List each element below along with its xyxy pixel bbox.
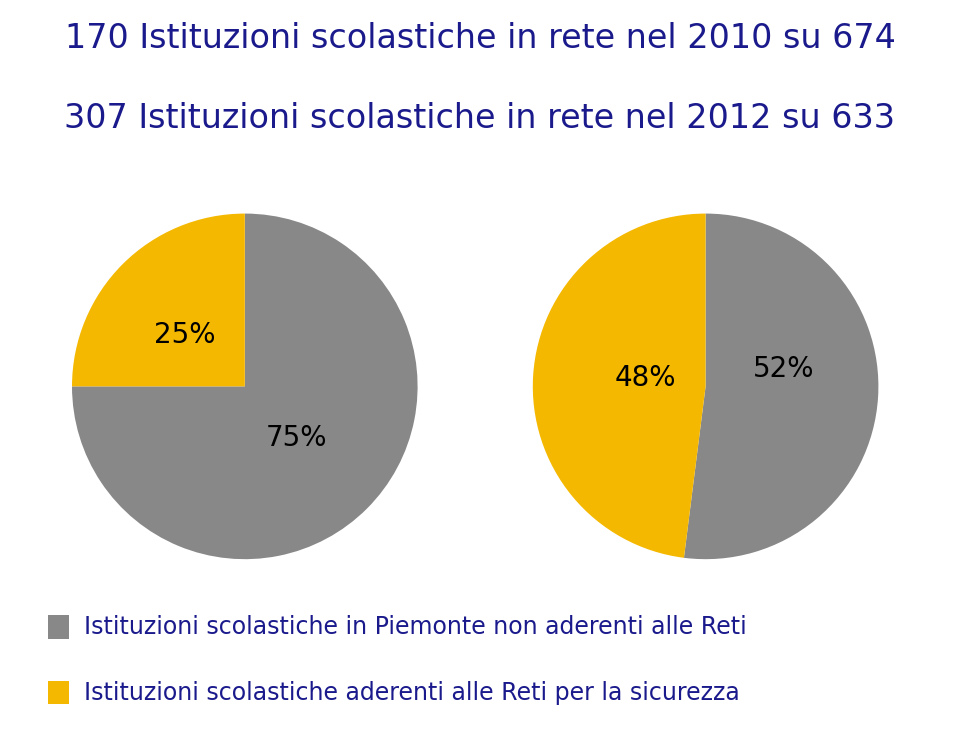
Text: 307 Istituzioni scolastiche in rete nel 2012 su 633: 307 Istituzioni scolastiche in rete nel … — [64, 102, 896, 135]
Text: 52%: 52% — [753, 355, 814, 383]
Text: Istituzioni scolastiche aderenti alle Reti per la sicurezza: Istituzioni scolastiche aderenti alle Re… — [84, 681, 739, 704]
Text: 75%: 75% — [266, 424, 327, 452]
Text: Istituzioni scolastiche in Piemonte non aderenti alle Reti: Istituzioni scolastiche in Piemonte non … — [84, 615, 746, 639]
Text: 25%: 25% — [154, 321, 215, 348]
Text: 48%: 48% — [614, 364, 676, 391]
Wedge shape — [684, 214, 878, 559]
Text: 170 Istituzioni scolastiche in rete nel 2010 su 674: 170 Istituzioni scolastiche in rete nel … — [64, 22, 896, 55]
Wedge shape — [72, 214, 418, 559]
Wedge shape — [72, 214, 245, 386]
Wedge shape — [533, 214, 706, 558]
